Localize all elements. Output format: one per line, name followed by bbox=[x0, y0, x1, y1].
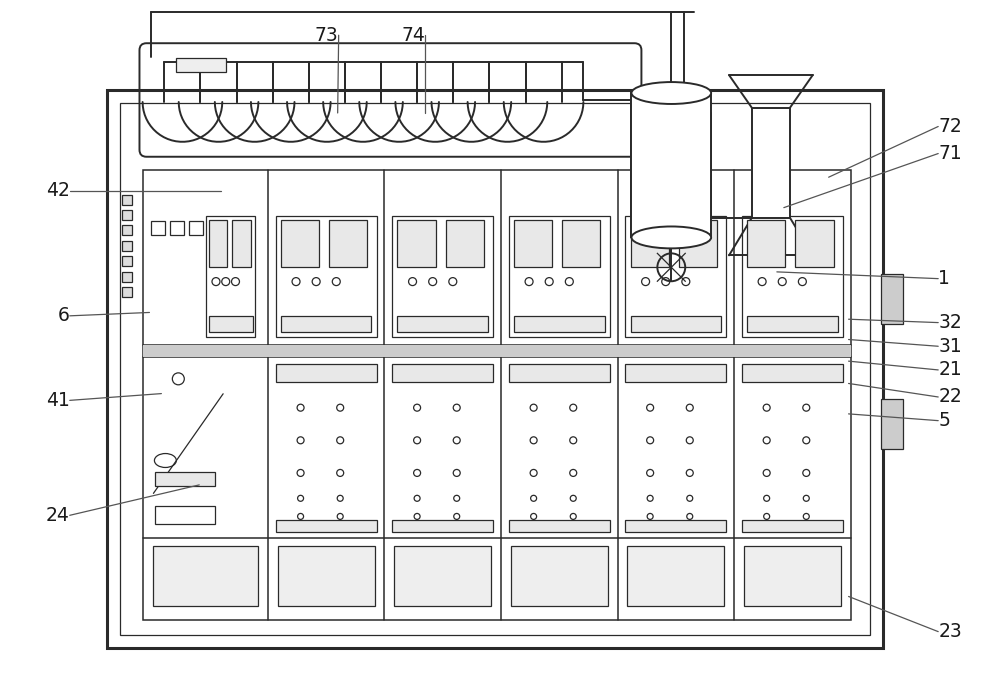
Bar bbox=[397, 316, 488, 332]
Text: 72: 72 bbox=[938, 117, 962, 136]
Bar bbox=[625, 215, 726, 337]
Bar bbox=[122, 241, 132, 251]
Bar bbox=[742, 364, 843, 382]
Bar bbox=[631, 316, 721, 332]
Bar bbox=[143, 345, 851, 357]
Bar bbox=[122, 195, 132, 204]
Bar bbox=[122, 257, 132, 266]
Bar bbox=[881, 274, 903, 324]
Text: 32: 32 bbox=[938, 313, 962, 332]
Bar bbox=[509, 364, 610, 382]
Text: 5: 5 bbox=[938, 411, 950, 430]
Bar bbox=[189, 221, 203, 236]
Bar bbox=[107, 90, 883, 648]
Bar bbox=[276, 520, 377, 532]
Bar bbox=[392, 520, 493, 532]
Bar bbox=[562, 221, 600, 267]
Bar bbox=[742, 520, 843, 532]
Text: 1: 1 bbox=[938, 269, 950, 288]
Text: 73: 73 bbox=[315, 26, 339, 45]
Bar bbox=[514, 316, 605, 332]
Bar bbox=[514, 221, 552, 267]
Bar bbox=[278, 546, 375, 606]
Bar bbox=[747, 221, 785, 267]
Bar bbox=[122, 225, 132, 236]
Bar bbox=[752, 108, 790, 217]
Bar bbox=[151, 221, 165, 236]
Bar bbox=[276, 364, 377, 382]
Bar bbox=[209, 221, 227, 267]
Bar bbox=[122, 272, 132, 282]
Bar bbox=[392, 215, 493, 337]
Bar bbox=[276, 215, 377, 337]
Bar bbox=[625, 520, 726, 532]
Bar bbox=[153, 546, 258, 606]
Bar bbox=[281, 316, 371, 332]
Bar bbox=[679, 221, 717, 267]
Bar bbox=[232, 221, 251, 267]
Text: 23: 23 bbox=[938, 622, 962, 641]
Bar bbox=[631, 93, 711, 238]
Text: 24: 24 bbox=[46, 506, 70, 525]
Bar bbox=[446, 221, 484, 267]
Bar bbox=[281, 221, 319, 267]
Text: 6: 6 bbox=[58, 306, 70, 325]
Bar bbox=[397, 221, 436, 267]
Bar bbox=[209, 316, 253, 332]
Text: 31: 31 bbox=[938, 337, 962, 356]
Bar bbox=[176, 58, 226, 72]
Bar bbox=[881, 399, 903, 449]
Text: 74: 74 bbox=[401, 26, 425, 45]
Bar bbox=[155, 473, 215, 486]
Text: 42: 42 bbox=[46, 181, 70, 200]
Text: 22: 22 bbox=[938, 388, 962, 407]
Bar bbox=[631, 221, 669, 267]
Text: 71: 71 bbox=[938, 144, 962, 163]
Bar bbox=[747, 316, 838, 332]
Bar bbox=[742, 215, 843, 337]
Bar bbox=[122, 210, 132, 220]
Bar bbox=[143, 170, 851, 620]
Bar bbox=[509, 215, 610, 337]
Bar bbox=[206, 215, 255, 337]
Bar bbox=[392, 364, 493, 382]
Bar bbox=[625, 364, 726, 382]
Bar bbox=[509, 520, 610, 532]
Bar bbox=[170, 221, 184, 236]
Bar bbox=[122, 287, 132, 297]
Bar bbox=[795, 221, 834, 267]
Text: 41: 41 bbox=[46, 391, 70, 410]
Ellipse shape bbox=[631, 82, 711, 104]
Bar bbox=[155, 507, 215, 524]
Bar bbox=[120, 103, 870, 635]
Ellipse shape bbox=[631, 227, 711, 249]
Bar bbox=[511, 546, 608, 606]
Bar bbox=[627, 546, 724, 606]
Bar bbox=[329, 221, 367, 267]
Text: 21: 21 bbox=[938, 361, 962, 380]
Bar bbox=[394, 546, 491, 606]
Bar bbox=[744, 546, 841, 606]
